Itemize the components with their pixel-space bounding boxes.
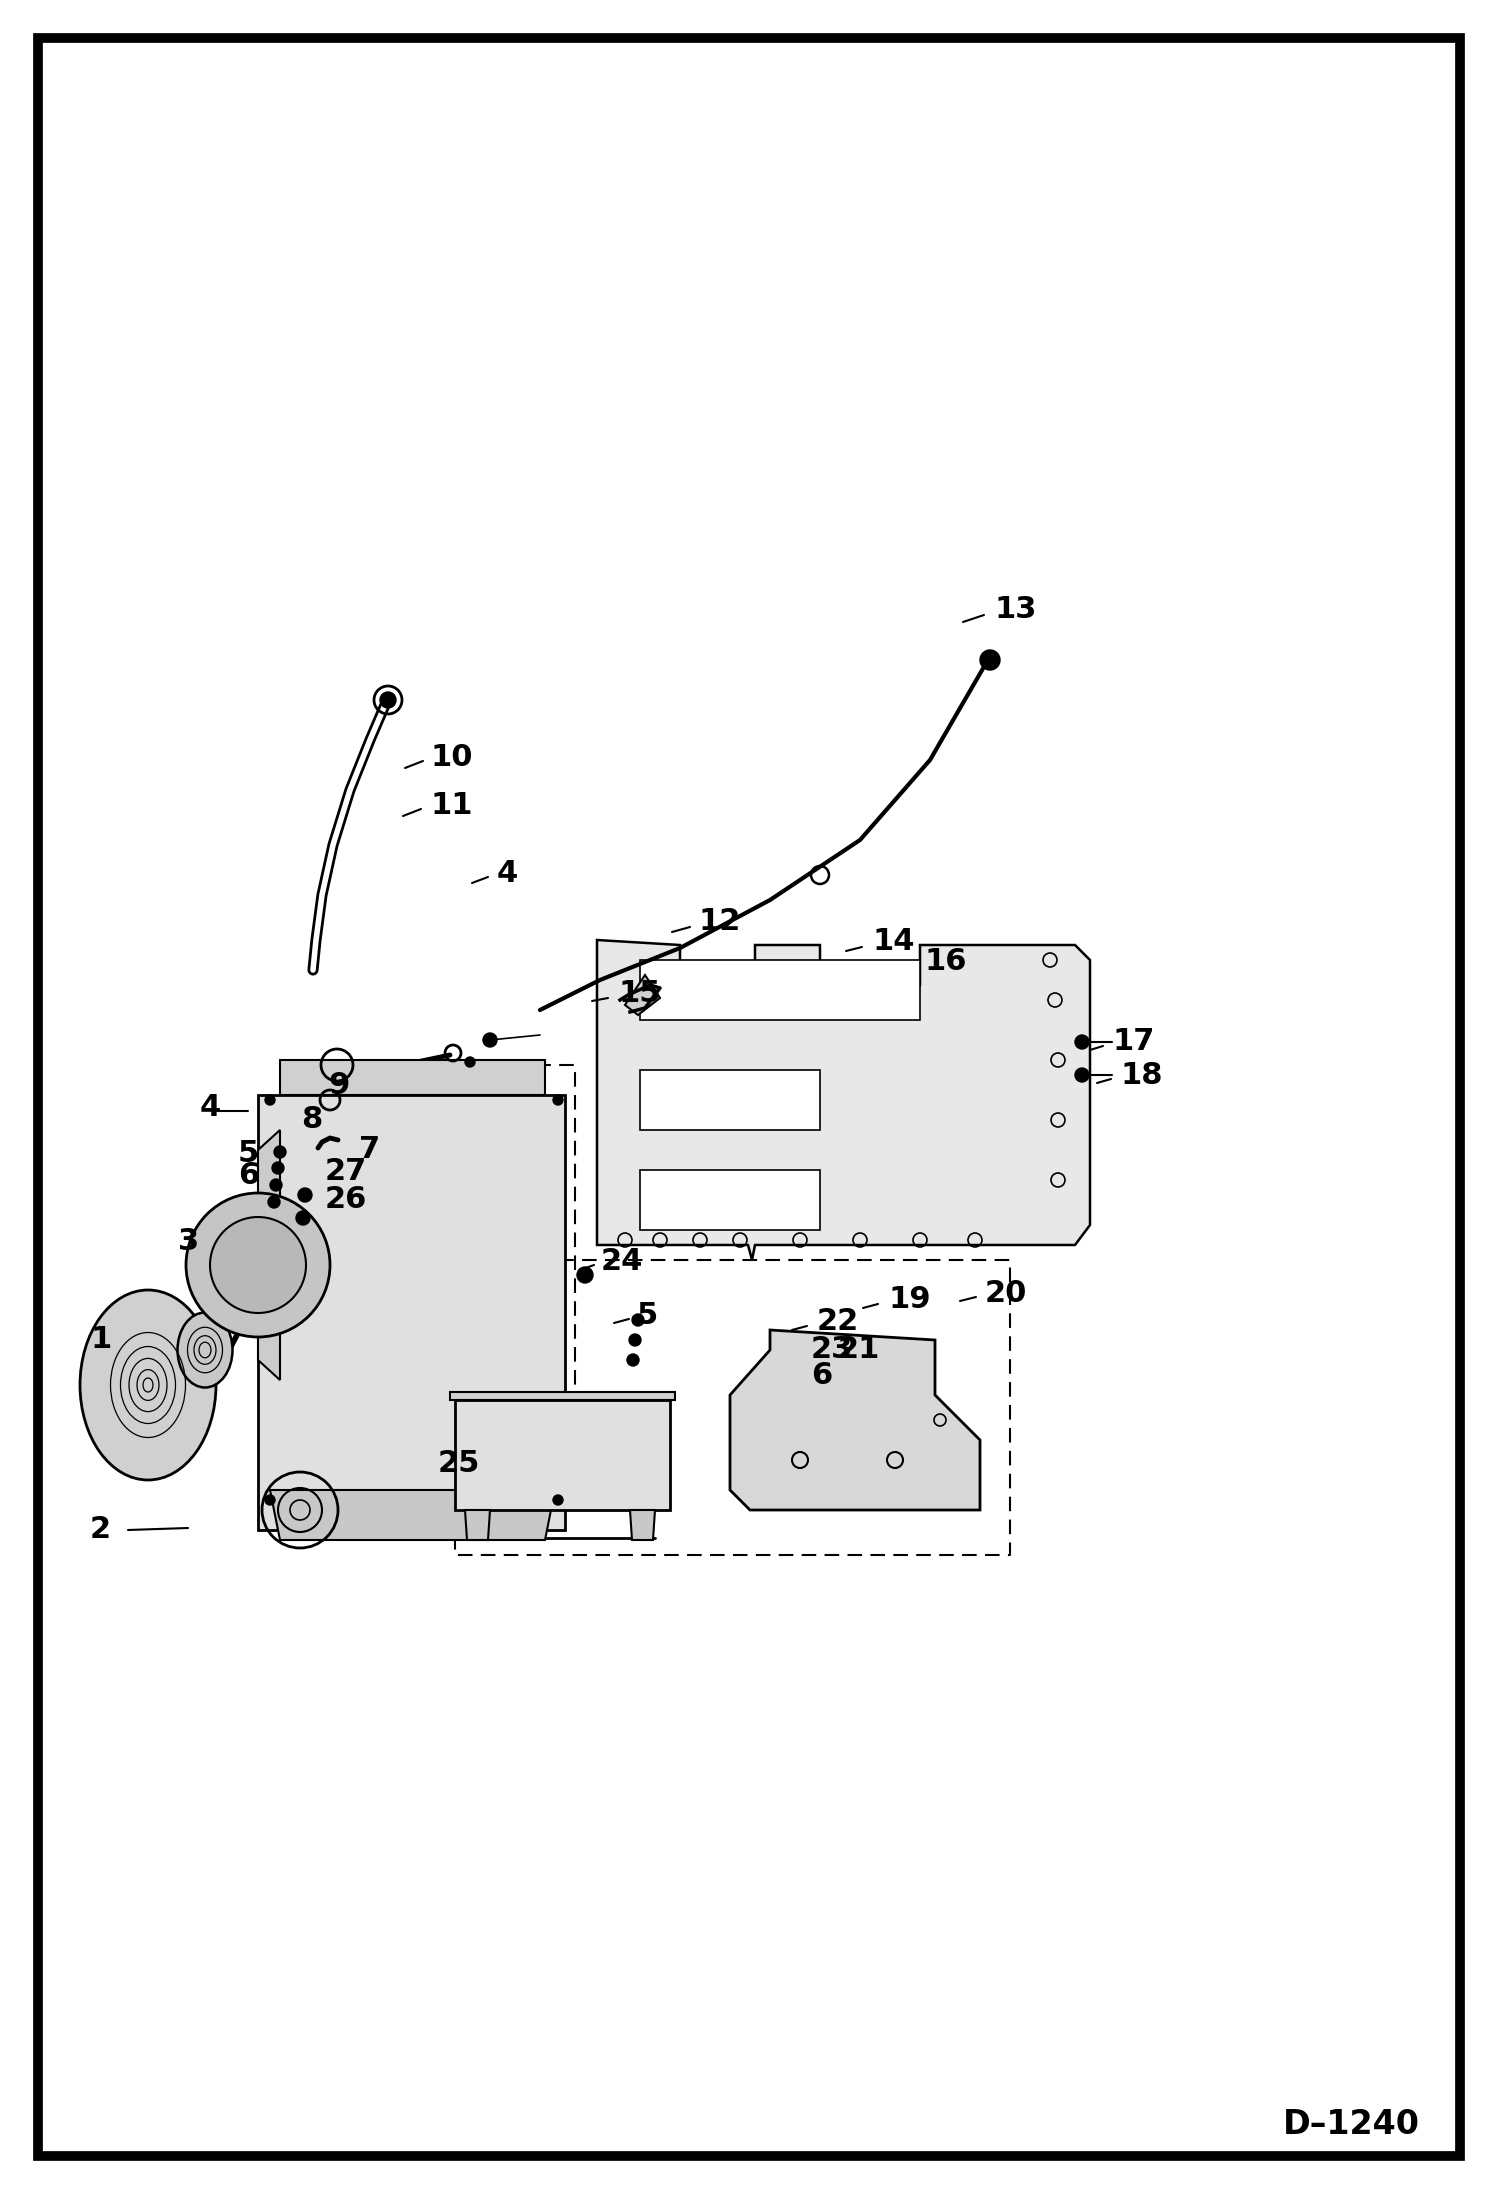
Circle shape — [380, 691, 395, 709]
Text: 24: 24 — [601, 1246, 643, 1275]
Text: 10: 10 — [430, 742, 472, 772]
Polygon shape — [625, 974, 661, 1016]
Text: 8: 8 — [301, 1106, 322, 1134]
Text: 27: 27 — [325, 1158, 367, 1187]
Polygon shape — [455, 1400, 670, 1509]
Polygon shape — [258, 1095, 565, 1529]
Text: 6: 6 — [810, 1362, 833, 1391]
Circle shape — [553, 1494, 563, 1505]
Text: 3: 3 — [178, 1226, 199, 1257]
Circle shape — [482, 1033, 497, 1047]
Circle shape — [210, 1218, 306, 1312]
Text: 15: 15 — [619, 979, 662, 1007]
Ellipse shape — [79, 1290, 216, 1481]
Text: 23: 23 — [810, 1336, 854, 1365]
Text: 11: 11 — [430, 790, 472, 821]
Polygon shape — [280, 1060, 545, 1095]
Circle shape — [274, 1145, 286, 1158]
Text: 19: 19 — [888, 1286, 930, 1314]
Circle shape — [632, 1314, 644, 1325]
Circle shape — [297, 1211, 310, 1224]
Circle shape — [270, 1178, 282, 1191]
Circle shape — [629, 1334, 641, 1345]
Text: 20: 20 — [986, 1279, 1028, 1308]
Polygon shape — [640, 1169, 819, 1231]
Circle shape — [1076, 1036, 1089, 1049]
Text: 21: 21 — [837, 1336, 881, 1365]
Circle shape — [298, 1187, 312, 1202]
Text: 26: 26 — [325, 1185, 367, 1215]
Text: 12: 12 — [700, 908, 742, 937]
Polygon shape — [598, 939, 1091, 1259]
Text: 4: 4 — [201, 1093, 222, 1123]
Polygon shape — [730, 1330, 980, 1509]
Circle shape — [980, 649, 1001, 669]
Circle shape — [265, 1095, 276, 1106]
Polygon shape — [258, 1130, 280, 1380]
Circle shape — [464, 1058, 475, 1066]
Circle shape — [628, 1354, 640, 1367]
Polygon shape — [270, 1490, 554, 1540]
Circle shape — [553, 1095, 563, 1106]
Circle shape — [265, 1494, 276, 1505]
Text: 25: 25 — [437, 1450, 481, 1479]
Text: 13: 13 — [995, 595, 1038, 625]
Text: 5: 5 — [238, 1139, 259, 1167]
Polygon shape — [449, 1391, 676, 1400]
Polygon shape — [464, 1509, 490, 1540]
Ellipse shape — [177, 1312, 232, 1387]
Text: 1: 1 — [90, 1325, 111, 1354]
Text: 17: 17 — [1112, 1027, 1155, 1058]
Text: 5: 5 — [637, 1301, 658, 1330]
Circle shape — [1076, 1068, 1089, 1082]
Text: D–1240: D–1240 — [1282, 2108, 1420, 2141]
Circle shape — [577, 1266, 593, 1283]
Text: 4: 4 — [497, 858, 518, 889]
Circle shape — [186, 1194, 330, 1336]
Polygon shape — [631, 1509, 655, 1540]
Text: 14: 14 — [872, 928, 914, 957]
Text: 9: 9 — [328, 1071, 349, 1099]
Polygon shape — [640, 961, 920, 1020]
Text: 6: 6 — [238, 1161, 259, 1189]
Text: 7: 7 — [360, 1136, 380, 1165]
Polygon shape — [640, 1071, 819, 1130]
Text: 16: 16 — [924, 946, 968, 976]
Text: 18: 18 — [1121, 1060, 1162, 1090]
Circle shape — [273, 1163, 285, 1174]
Circle shape — [268, 1196, 280, 1209]
Text: 2: 2 — [90, 1516, 111, 1545]
Text: 22: 22 — [816, 1308, 860, 1336]
